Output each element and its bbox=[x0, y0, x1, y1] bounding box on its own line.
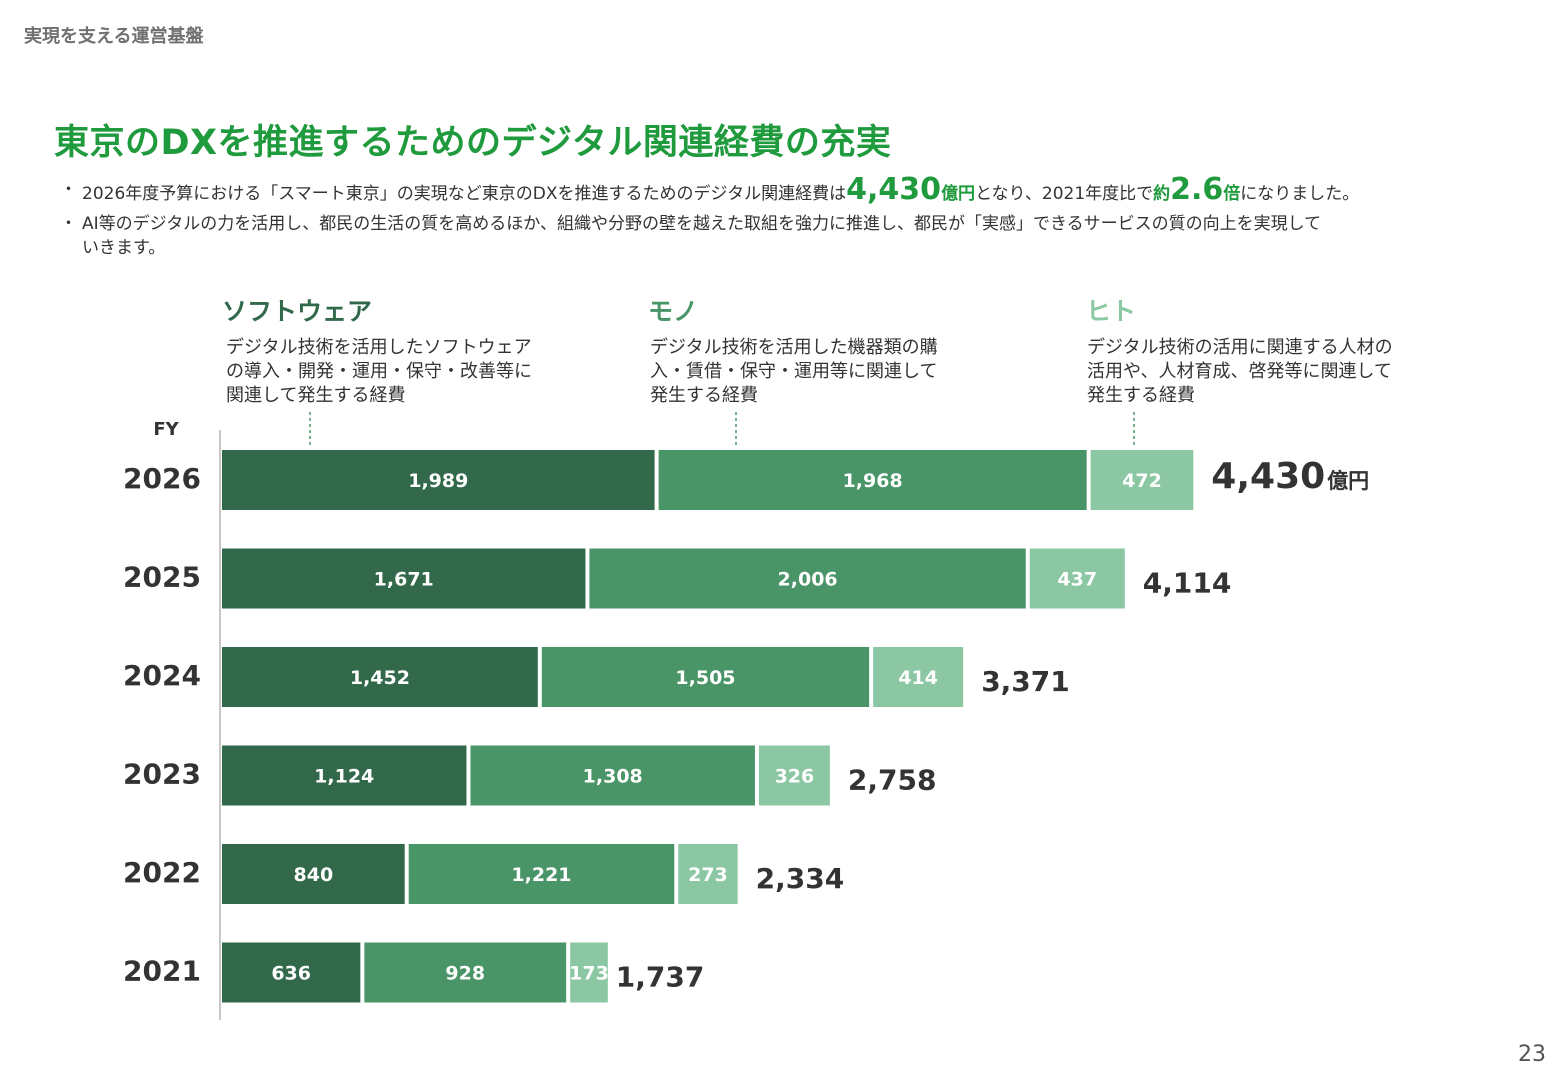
segment-hito-value-label: 173 bbox=[569, 963, 609, 985]
segment-hito-bar bbox=[1090, 450, 1194, 510]
bullet-list: 2026年度予算における「スマート東京」の実現など東京のDXを推進するためのデジ… bbox=[60, 175, 1522, 266]
category-desc-line: デジタル技術を活用したソフトウェア bbox=[226, 337, 532, 358]
year-tick-label: 2023 bbox=[123, 758, 201, 791]
category-title-mono: モノ bbox=[648, 297, 699, 326]
category-desc-line: デジタル技術を活用した機器類の購 bbox=[650, 337, 938, 358]
segment-mono-bar bbox=[658, 450, 1087, 510]
y-axis-label: FY bbox=[153, 419, 179, 440]
segment-mono-value-label: 1,308 bbox=[583, 766, 643, 788]
bullet-text: 2026年度予算における「スマート東京」の実現など東京のDXを推進するためのデジ… bbox=[82, 184, 847, 204]
total-unit-label: 億円 bbox=[1327, 469, 1369, 493]
category-desc-line: の導入・開発・運用・保守・改善等に bbox=[226, 361, 532, 382]
segment-hito-bar bbox=[758, 745, 830, 806]
segment-software-value-label: 840 bbox=[294, 864, 334, 886]
segment-mono-value-label: 928 bbox=[445, 963, 485, 985]
segment-mono-bar bbox=[408, 844, 675, 904]
segment-software-value-label: 636 bbox=[271, 963, 311, 985]
category-desc-line: 発生する経費 bbox=[1087, 385, 1195, 406]
page-title: 東京のDXを推進するためのデジタル関連経費の充実 bbox=[54, 123, 892, 163]
segment-software-value-label: 1,452 bbox=[350, 667, 410, 689]
year-tick-label: 2026 bbox=[123, 462, 201, 495]
segment-software-bar bbox=[222, 548, 586, 609]
bullet-text: となり、2021年度比で bbox=[975, 184, 1154, 204]
category-desc-hito: デジタル技術の活用に関連する人材の 活用や、人材育成、啓発等に関連して 発生する… bbox=[1087, 336, 1393, 408]
bullet-initiative: AI等のデジタルの力を活用し、都民の生活の質を高めるほか、組織や分野の壁を越えた… bbox=[60, 212, 1522, 260]
highlight-ratio-prefix: 約 bbox=[1153, 184, 1171, 204]
total-label: 2,334 bbox=[756, 862, 845, 895]
segment-mono-value-label: 1,221 bbox=[511, 864, 571, 886]
category-desc-line: 入・賃借・保守・運用等に関連して bbox=[650, 361, 938, 382]
year-tick-label: 2025 bbox=[123, 561, 201, 594]
bullet-line: AI等のデジタルの力を活用し、都民の生活の質を高めるほか、組織や分野の壁を越えた… bbox=[82, 214, 1322, 234]
segment-mono-bar bbox=[470, 745, 755, 806]
year-tick-label: 2021 bbox=[123, 955, 201, 988]
year-tick-label: 2022 bbox=[123, 856, 201, 889]
segment-hito-value-label: 472 bbox=[1122, 470, 1162, 492]
segment-mono-value-label: 1,505 bbox=[675, 667, 735, 689]
category-desc-line: デジタル技術の活用に関連する人材の bbox=[1087, 337, 1393, 358]
bullet-budget-summary: 2026年度予算における「スマート東京」の実現など東京のDXを推進するためのデジ… bbox=[60, 175, 1522, 206]
segment-software-value-label: 1,671 bbox=[374, 569, 434, 591]
category-title-software: ソフトウェア bbox=[222, 297, 373, 326]
category-desc-line: 関連して発生する経費 bbox=[226, 385, 406, 406]
segment-mono-value-label: 1,968 bbox=[843, 470, 903, 492]
bullet-line: いきます。 bbox=[82, 238, 166, 258]
segment-hito-value-label: 326 bbox=[775, 766, 815, 788]
highlight-amount-unit: 億円 bbox=[941, 184, 976, 204]
category-desc-line: 発生する経費 bbox=[650, 385, 758, 406]
section-label: 実現を支える運営基盤 bbox=[24, 26, 204, 47]
year-tick-label: 2024 bbox=[123, 659, 201, 692]
total-label: 4,114 bbox=[1143, 567, 1232, 600]
segment-mono-value-label: 2,006 bbox=[778, 569, 838, 591]
segment-hito-value-label: 437 bbox=[1057, 569, 1097, 591]
segment-hito-value-label: 273 bbox=[688, 864, 728, 886]
highlight-amount: 4,430 bbox=[846, 172, 942, 207]
total-label: 4,430 bbox=[1211, 456, 1325, 497]
total-label: 2,758 bbox=[848, 764, 937, 797]
segment-mono-bar bbox=[541, 647, 870, 707]
category-desc-line: 活用や、人材育成、啓発等に関連して bbox=[1087, 361, 1392, 382]
segment-hito-bar bbox=[1029, 548, 1125, 609]
bullet-text: になりました。 bbox=[1240, 184, 1360, 204]
segment-software-value-label: 1,124 bbox=[314, 766, 374, 788]
highlight-ratio: 2.6 bbox=[1170, 172, 1224, 207]
segment-hito-value-label: 414 bbox=[898, 667, 938, 689]
segment-software-bar bbox=[222, 647, 538, 707]
segment-software-bar bbox=[222, 844, 405, 904]
segment-hito-bar bbox=[873, 647, 964, 707]
segment-mono-bar bbox=[364, 942, 567, 1003]
segment-software-bar bbox=[222, 745, 467, 806]
category-desc-software: デジタル技術を活用したソフトウェア の導入・開発・運用・保守・改善等に 関連して… bbox=[226, 336, 532, 408]
segment-software-bar bbox=[222, 450, 655, 510]
total-label: 1,737 bbox=[616, 961, 705, 994]
segment-mono-bar bbox=[589, 548, 1026, 609]
category-desc-mono: デジタル技術を活用した機器類の購 入・賃借・保守・運用等に関連して 発生する経費 bbox=[650, 336, 938, 408]
page-number: 23 bbox=[1518, 1042, 1546, 1067]
segment-hito-bar bbox=[678, 844, 738, 904]
highlight-ratio-unit: 倍 bbox=[1223, 184, 1241, 204]
segment-hito-bar bbox=[570, 942, 608, 1003]
segment-software-value-label: 1,989 bbox=[408, 470, 468, 492]
segment-software-bar bbox=[222, 942, 361, 1003]
total-label: 3,371 bbox=[981, 665, 1070, 698]
category-title-hito: ヒト bbox=[1086, 297, 1137, 326]
